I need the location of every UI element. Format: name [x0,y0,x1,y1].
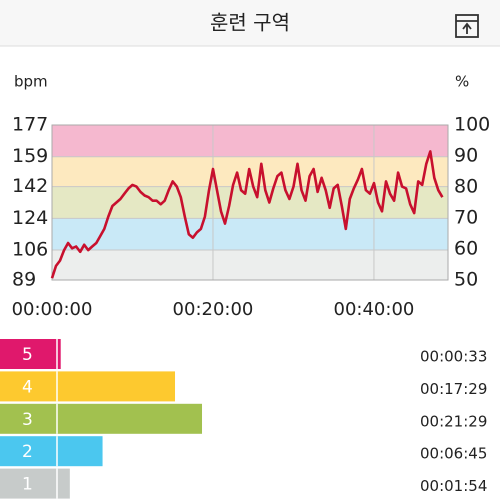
y-tick-label: 159 [12,145,48,167]
x-tick-label: 00:20:00 [173,299,254,320]
zone-bar [57,436,103,467]
zone-label-box [0,436,57,467]
x-tick-label: 00:40:00 [334,299,415,320]
plot-border [51,124,449,281]
zone-bar [57,468,70,499]
zone-number: 4 [22,377,33,397]
zone-band [52,250,448,280]
zone-number: 5 [22,345,33,365]
y2-tick-label: 70 [454,207,478,229]
zone-bar [57,403,203,434]
header-title: 훈련 구역 [210,11,290,35]
y-tick-label: 124 [12,207,48,229]
y-tick-label: 89 [12,269,36,291]
zone-label-box [0,371,57,402]
y-tick-label: 142 [12,175,48,197]
zone-number: 1 [22,475,33,495]
zone-label-box [0,403,57,434]
y-axis-label: bpm [14,73,48,91]
zone-time: 00:00:33 [420,348,487,366]
y2-tick-label: 80 [454,176,478,198]
y2-axis-label: % [455,73,469,91]
y2-tick-label: 90 [454,145,478,167]
zone-bar [57,371,176,402]
zone-label-box [0,468,57,499]
y-tick-label: 106 [12,239,48,261]
zone-time: 00:06:45 [420,445,487,463]
heart-rate-line [50,150,444,279]
zone-time: 00:21:29 [420,412,487,430]
zone-band [52,218,448,251]
header-bar [0,0,500,46]
zone-time: 00:01:54 [420,477,487,495]
zone-bar [57,339,61,369]
y2-tick-label: 100 [454,114,490,136]
zone-number: 3 [22,410,33,430]
zone-number: 2 [22,442,33,462]
export-button[interactable] [455,14,479,38]
zone-band [52,125,448,157]
zone-label-box [0,339,57,369]
zone-time: 00:17:29 [420,380,487,398]
x-tick-label: 00:00:00 [12,299,93,320]
y-tick-label: 177 [12,114,48,136]
y2-tick-label: 60 [454,238,478,260]
y2-tick-label: 50 [454,269,478,291]
